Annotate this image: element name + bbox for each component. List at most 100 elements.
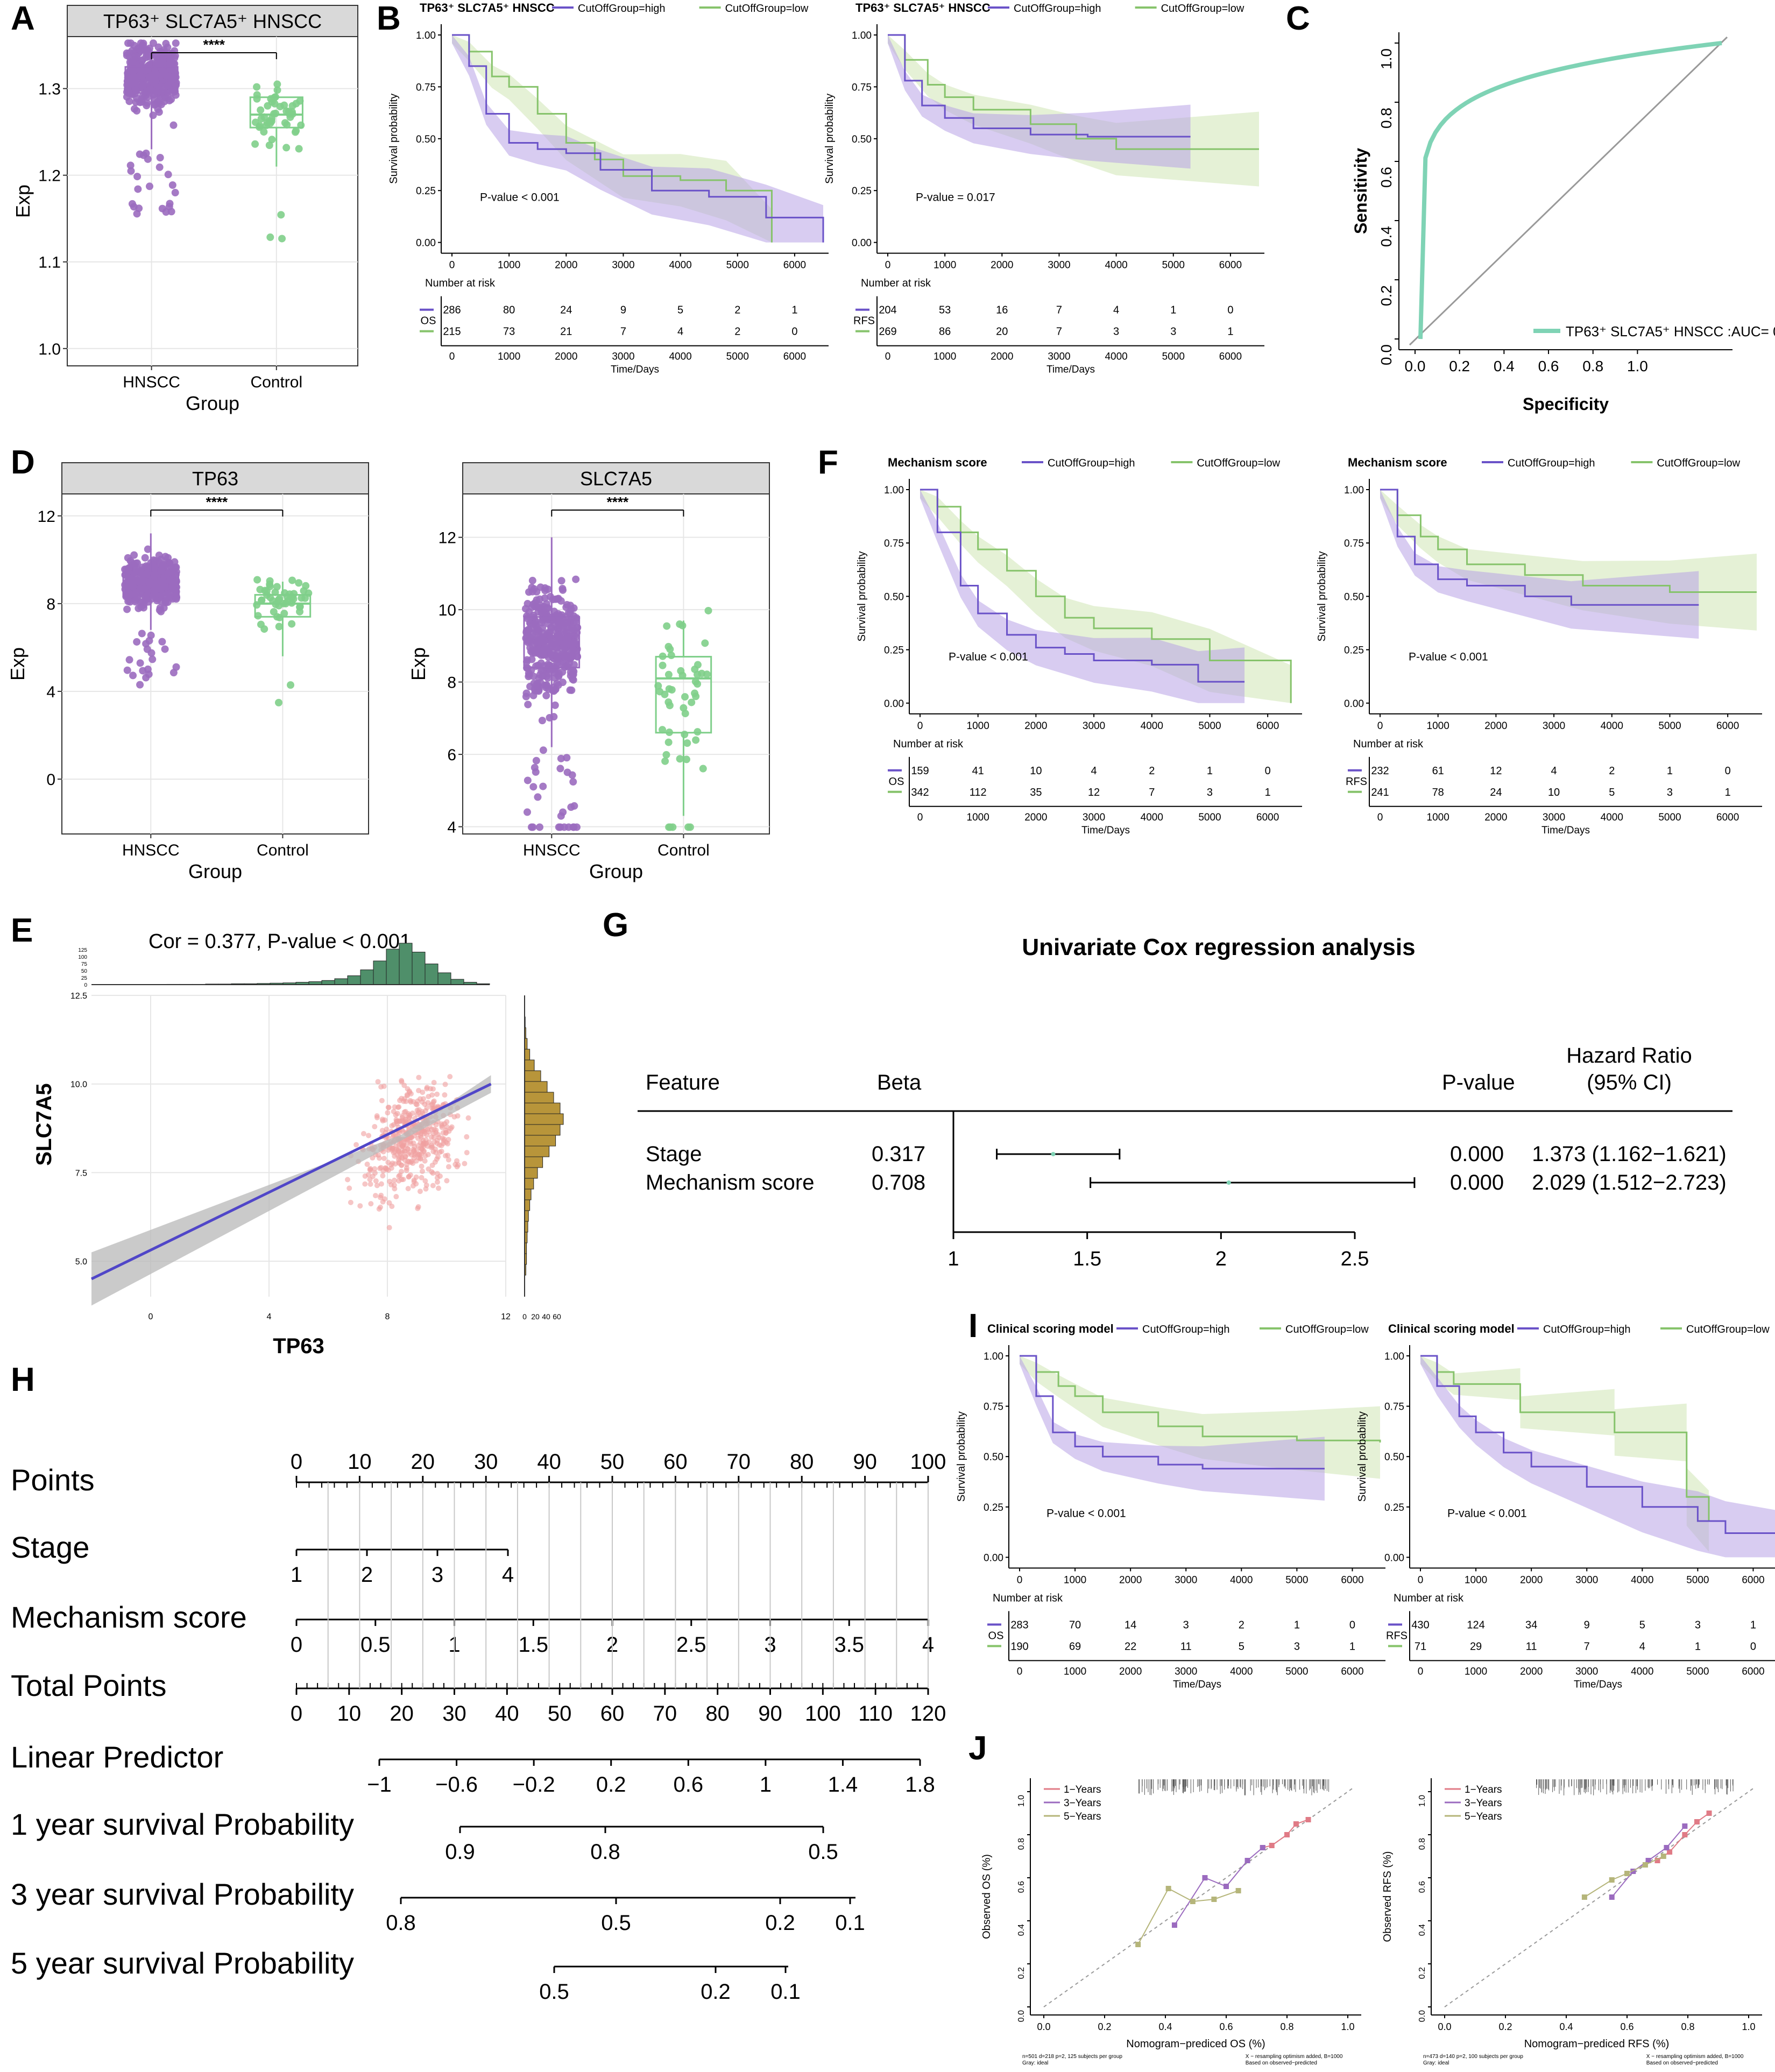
risk-count-high: 7 — [1056, 305, 1062, 316]
x-tick-label: 4000 — [669, 260, 691, 271]
x-tick-label: 1.5 — [1073, 1248, 1101, 1270]
data-point — [570, 612, 578, 620]
scatter-point — [377, 1155, 383, 1161]
legend-label-high: CutOffGroup=high — [578, 3, 666, 15]
risk-x-tick-label: 6000 — [1716, 812, 1739, 823]
top-histogram-bar — [450, 979, 464, 985]
data-point — [162, 40, 170, 48]
data-point — [133, 638, 141, 646]
scatter-point — [425, 1100, 431, 1106]
nomogram-tick-label: 0.8 — [386, 1911, 416, 1935]
data-point — [663, 622, 671, 630]
data-point — [551, 643, 560, 651]
scatter-point — [381, 1083, 387, 1089]
nomogram-tick-label: 0 — [291, 1702, 302, 1726]
x-tick-label: 0.0 — [1405, 358, 1426, 374]
survival-curve-low — [888, 34, 1259, 150]
scatter-point — [434, 1140, 440, 1146]
scatter-point — [380, 1173, 386, 1179]
risk-count-low: 11 — [1180, 1640, 1192, 1652]
km-title: Clinical scoring model — [987, 1322, 1114, 1335]
data-point — [257, 106, 265, 114]
scatter-point — [442, 1092, 448, 1098]
data-point — [159, 561, 167, 569]
scatter-point — [362, 1181, 368, 1187]
y-tick-label: 12 — [439, 529, 456, 547]
scatter-point — [357, 1203, 363, 1209]
x-tick-label: 0.8 — [1582, 358, 1603, 374]
nomogram-tick-label: 40 — [495, 1702, 519, 1726]
x-tick-label: 1.0 — [1627, 358, 1648, 374]
panel-letter-f: F — [818, 444, 838, 481]
calibration-point — [1235, 1888, 1241, 1893]
risk-x-tick-label: 0 — [449, 351, 455, 363]
data-point — [288, 620, 296, 628]
scatter-point — [419, 1175, 425, 1180]
y-tick-label: 0.75 — [416, 82, 436, 93]
scatter-point — [430, 1099, 436, 1105]
data-point — [129, 671, 137, 680]
nomogram-tick-label: 0.5 — [539, 1980, 569, 2004]
risk-count-high: 12 — [1490, 765, 1502, 777]
x-tick-label: 0.8 — [1280, 2021, 1293, 2032]
scatter-point — [419, 1163, 425, 1169]
data-point — [282, 144, 291, 152]
header-hr: Hazard Ratio — [1566, 1044, 1692, 1067]
significance-label: **** — [206, 494, 228, 510]
y-tick-label: 1.0 — [1378, 48, 1395, 69]
data-point — [686, 823, 694, 831]
row-feature: Stage — [646, 1142, 702, 1166]
risk-count-low: 1 — [1227, 326, 1233, 338]
data-point — [529, 633, 537, 641]
nomogram-tick-label: −0.6 — [435, 1773, 478, 1797]
x-tick-label: HNSCC — [123, 373, 180, 391]
data-point — [146, 85, 154, 93]
scatter-point — [464, 1150, 470, 1156]
data-point — [136, 659, 144, 667]
p-value-label: P-value < 0.001 — [949, 650, 1028, 663]
data-point — [150, 572, 158, 580]
y-tick-label: 0.00 — [884, 698, 904, 710]
risk-count-high: 80 — [503, 305, 515, 316]
data-point — [131, 598, 139, 606]
data-point — [529, 672, 538, 680]
scatter-point — [465, 1115, 471, 1121]
nomogram-tick-label: 60 — [663, 1450, 688, 1474]
y-tick-label: 1.0 — [1418, 1795, 1427, 1807]
calibration-line — [1584, 1856, 1664, 1898]
nomogram-tick-label: 30 — [474, 1450, 498, 1474]
data-point — [130, 105, 138, 113]
data-point — [129, 67, 137, 75]
data-point — [288, 102, 296, 110]
y-tick-label: 1.00 — [852, 30, 872, 41]
data-point — [291, 128, 299, 136]
data-point — [560, 641, 568, 649]
calibration-point — [1305, 1817, 1311, 1822]
scatter-point — [445, 1164, 451, 1170]
data-point — [253, 83, 261, 91]
x-tick-label: Control — [250, 373, 302, 391]
panel-letter-e: E — [11, 912, 33, 949]
data-point — [278, 235, 286, 243]
row-beta: 0.317 — [872, 1142, 925, 1166]
risk-count-high: 9 — [1584, 1619, 1590, 1631]
footnote-right-2: Based on observed−predicted — [1646, 2060, 1718, 2066]
km-title: Clinical scoring model — [1388, 1322, 1515, 1335]
survival-curve-low — [1020, 1355, 1381, 1442]
scatter-E: Cor = 0.377, P-value < 0.001 5.0 7.5 10.0 12… — [32, 930, 564, 1358]
x-tick-label: HNSCC — [523, 841, 581, 859]
data-point — [156, 604, 164, 612]
x-tick-label: 0 — [917, 720, 923, 732]
scatter-point — [408, 1091, 414, 1097]
risk-x-tick-label: 3000 — [1048, 351, 1070, 363]
scatter-point — [393, 1112, 399, 1118]
scatter-point — [383, 1165, 389, 1171]
x-axis-title: TP63 — [273, 1334, 324, 1358]
data-point — [676, 755, 684, 763]
calibration-point — [1581, 1894, 1587, 1900]
data-point — [171, 563, 179, 571]
x-tick-label: 3000 — [612, 260, 634, 271]
risk-count-high: 2 — [734, 305, 740, 316]
data-point — [126, 58, 134, 66]
calibration-point — [1654, 1858, 1660, 1863]
